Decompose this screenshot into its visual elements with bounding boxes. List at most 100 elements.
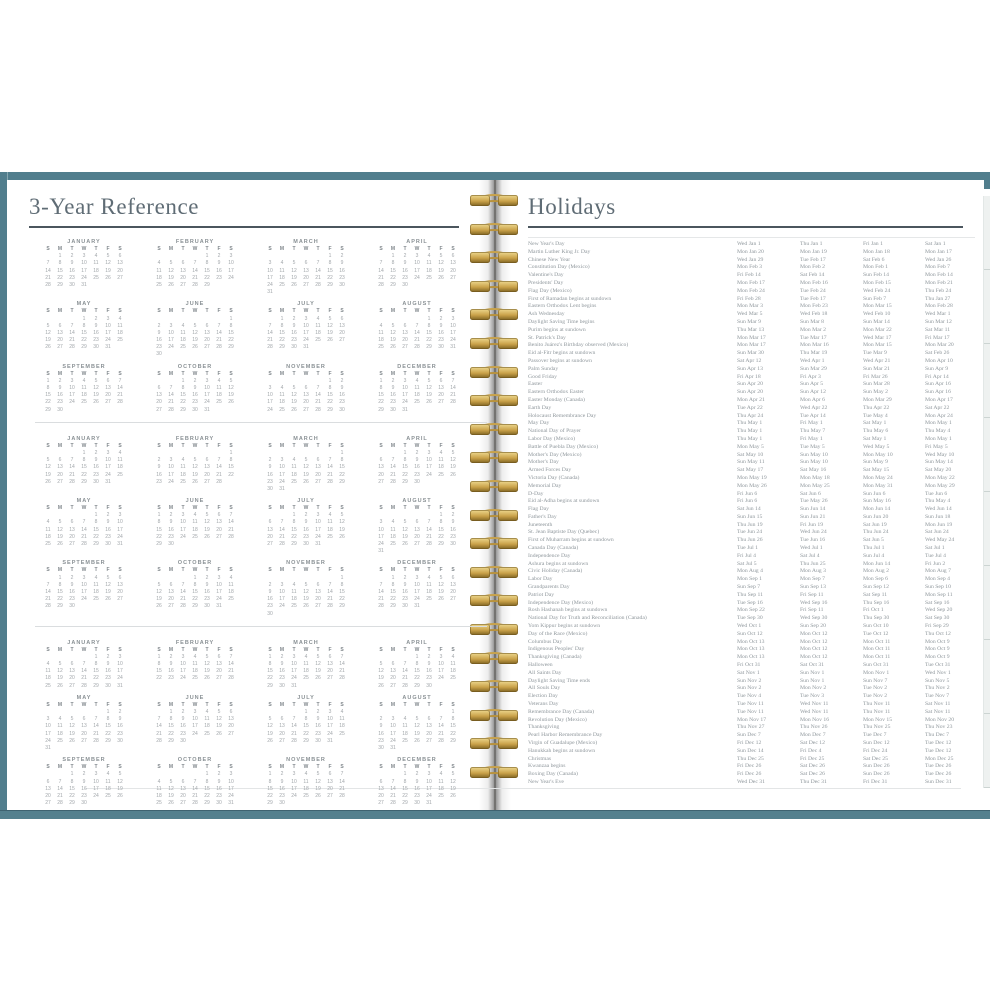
holiday-date: Mon Dec 7 [800, 732, 826, 739]
coil-wire [479, 451, 509, 462]
day-number: 15 [390, 588, 396, 595]
empty-day-cell [288, 378, 300, 385]
day-number: 4 [94, 253, 98, 260]
day-number: 20 [378, 471, 384, 478]
day-number: 4 [229, 574, 233, 581]
weekday-letter: W [192, 442, 198, 449]
holiday-row: Memorial Day Mon May 26 Mon May 25 Mon May … [528, 483, 983, 491]
day-number: 18 [414, 392, 420, 399]
holiday-date: Mon Sep 7 [800, 576, 825, 583]
coil-wire [479, 222, 509, 234]
coil-end-left [470, 395, 490, 407]
day-number: 12 [192, 464, 198, 471]
day-number: 7 [379, 581, 383, 588]
holiday-row: St. Jean Baptiste Day (Quebec) Tue Jun 24… [528, 529, 983, 537]
weekday-letter: S [268, 442, 272, 449]
holiday-name: Ash Wednesday [528, 311, 565, 318]
holiday-date: Sun Nov 1 [800, 677, 825, 684]
coil-end-left [470, 280, 490, 292]
day-number: 19 [438, 267, 444, 274]
holiday-name: Columbus Day [528, 638, 563, 645]
day-number: 22 [228, 337, 234, 344]
day-number: 30 [57, 406, 63, 413]
day-number: 8 [340, 457, 344, 464]
weekday-letter: S [340, 505, 344, 512]
weekday-letter: W [414, 646, 420, 653]
holiday-name: Passover begins at sundown [528, 357, 592, 364]
day-number: 18 [291, 471, 297, 478]
day-number: 16 [156, 337, 162, 344]
day-number: 27 [180, 281, 186, 288]
day-number: 24 [426, 471, 432, 478]
day-number: 31 [450, 344, 456, 351]
day-number: 8 [379, 385, 383, 391]
day-number: 17 [267, 274, 273, 281]
holiday-date: Mon Oct 13 [737, 638, 765, 645]
day-number: 26 [402, 541, 408, 547]
month-name: MAY [76, 694, 92, 701]
day-number: 12 [45, 464, 51, 471]
weekday-letter: M [57, 646, 63, 653]
holiday-date: Thu Jun 19 [737, 521, 763, 528]
holiday-date: Fri Dec 24 [863, 747, 888, 754]
day-number: 1 [292, 512, 296, 519]
day-number: 29 [279, 344, 285, 351]
day-number: 5 [391, 322, 395, 329]
day-number: 15 [414, 668, 420, 675]
day-number: 24 [327, 730, 333, 737]
month-day-grid: S M T W T F S 1 2 3 4 5 6 7 8 9 10 11 12 13 14 15 16 17 18 19 20 21… [153, 308, 237, 358]
day-number: 6 [379, 778, 383, 785]
holiday-date: Mon Sep 1 [737, 576, 762, 583]
day-number: 11 [228, 581, 234, 588]
day-number: 3 [379, 519, 383, 526]
day-number: 16 [339, 392, 345, 399]
day-number: 21 [69, 337, 75, 344]
holiday-name: Thanksgiving (Canada) [528, 654, 582, 661]
weekday-letter: W [414, 505, 420, 512]
empty-day-cell [54, 654, 66, 661]
coil-wire [479, 400, 509, 411]
day-number: 16 [180, 723, 186, 730]
weekday-letter: S [229, 646, 233, 653]
day-number: 25 [192, 675, 198, 682]
holiday-date: Thu May 1 [737, 420, 763, 427]
day-number: 23 [204, 596, 210, 603]
day-number: 11 [315, 322, 321, 329]
day-number: 7 [58, 778, 62, 785]
holiday-date: Mon Sep 11 [925, 591, 953, 598]
day-number: 15 [327, 392, 333, 399]
day-number: 16 [414, 464, 420, 471]
page-title: Holidays [528, 194, 616, 219]
day-number: 26 [378, 682, 384, 689]
day-number: 13 [156, 392, 162, 399]
weekday-letter: M [57, 764, 63, 771]
holiday-name: Indigenous Peoples' Day [528, 646, 585, 653]
weekday-letter: T [181, 567, 185, 574]
day-number: 17 [327, 723, 333, 730]
holiday-date: Wed Dec 31 [737, 778, 765, 785]
empty-day-cell [42, 575, 54, 582]
day-number: 13 [81, 723, 87, 730]
holiday-date: Wed Jan 26 [925, 256, 952, 263]
day-number: 7 [391, 457, 395, 464]
day-number: 9 [193, 385, 197, 391]
empty-day-cell [375, 771, 387, 778]
weekday-letter: T [181, 246, 185, 252]
coil-wire [479, 686, 509, 697]
day-number: 17 [180, 526, 186, 533]
day-number: 29 [390, 603, 396, 610]
month-day-grid: S M T W T F S 1 2 3 4 5 6 7 8 9 10 11 12 13 14 15 16 17 18 19 20 21… [264, 567, 348, 617]
month-name: OCTOBER [177, 363, 213, 370]
weekday-letter: T [427, 567, 431, 574]
mini-month-calendar: OCTOBER S M T W T F S 1 2 3 4 5 6 7 8 9 10 11 12 13 14 15 16 17 1… [153, 753, 237, 807]
weekday-letter: S [451, 764, 455, 771]
empty-day-cell [165, 253, 177, 260]
empty-day-cell [165, 316, 177, 323]
day-number: 24 [192, 730, 198, 737]
weekday-letter: T [94, 505, 98, 512]
holiday-date: Sun Apr 12 [800, 389, 826, 396]
weekday-letter: T [205, 701, 209, 708]
day-number: 23 [426, 675, 432, 682]
holiday-date: Sat Jun 24 [925, 529, 949, 536]
day-number: 9 [157, 329, 161, 336]
